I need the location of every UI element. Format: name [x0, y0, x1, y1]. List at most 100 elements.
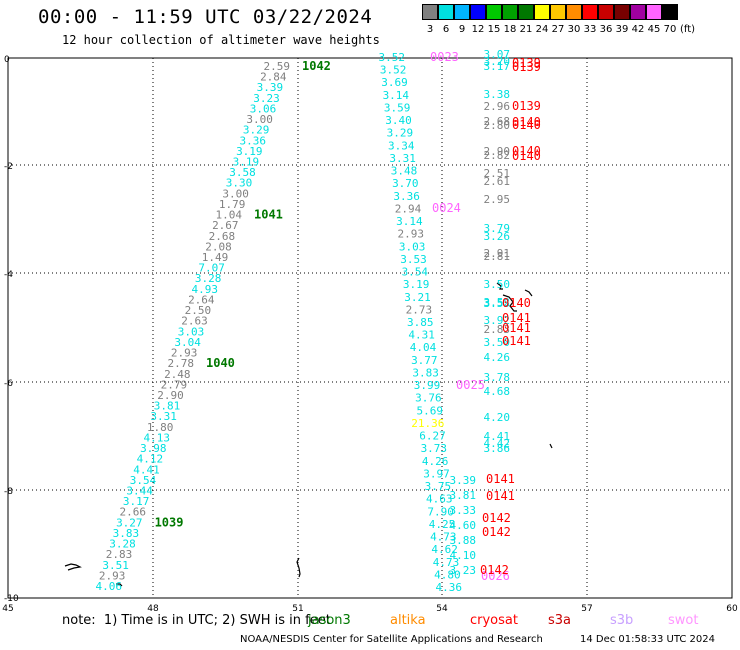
wave-height-label: 7.07 — [198, 262, 225, 275]
wave-height-label: 4.26 — [484, 351, 511, 364]
wave-height-label: 3.00 — [246, 113, 273, 126]
wave-height-label: 3.00 — [222, 187, 249, 200]
wave-height-label: 3.40 — [385, 114, 412, 127]
wave-height-label: 3.19 — [403, 278, 430, 291]
wave-height-label: 3.27 — [116, 516, 143, 529]
wave-height-label: 2.68 — [484, 115, 511, 128]
colorbar-swatch — [518, 4, 534, 20]
wave-height-label: 4.93 — [192, 283, 219, 296]
pass-time-label: 0141 — [502, 334, 531, 348]
pass-time-label: 0141 — [502, 321, 531, 335]
wave-height-label: 2.80 — [484, 119, 511, 132]
colorbar-swatch — [582, 4, 598, 20]
lat-tick-label: -6 — [4, 379, 13, 389]
pass-time-label: 0139 — [512, 99, 541, 113]
colorbar-tick-label: 27 — [551, 24, 565, 35]
wave-height-label: 2.59 — [264, 60, 291, 73]
wave-height-label: 3.34 — [388, 139, 415, 152]
colorbar-tick-label: 24 — [535, 24, 549, 35]
pass-time-label: 0025 — [456, 378, 485, 392]
legend-item-altika: altika — [390, 613, 426, 628]
wave-height-label: 3.50 — [484, 336, 511, 349]
colorbar-tick-label: 70 — [663, 24, 677, 35]
footer-timestamp: 14 Dec 01:58:33 UTC 2024 — [580, 634, 715, 645]
wave-height-label: 2.08 — [205, 240, 232, 253]
colorbar-tick-label: 33 — [583, 24, 597, 35]
lat-tick-label: -4 — [4, 270, 13, 280]
wave-height-label: 4.06 — [96, 580, 123, 593]
legend-item-jason3: jason3 — [308, 613, 351, 628]
colorbar-tick-label: 21 — [519, 24, 533, 35]
page-subtitle: 12 hour collection of altimeter wave hei… — [62, 33, 380, 47]
wave-height-label: 2.67 — [212, 219, 239, 232]
wave-height-label: 3.54 — [402, 266, 429, 279]
lon-tick-label: 60 — [726, 604, 738, 614]
pass-time-label: 0026 — [481, 569, 510, 583]
wave-height-label: 2.73 — [406, 303, 433, 316]
colorbar-tick-label: 9 — [458, 24, 466, 35]
wave-height-label: 3.21 — [404, 291, 431, 304]
colorbar-tick-label: 39 — [615, 24, 629, 35]
wave-height-label: 3.81 — [450, 489, 477, 502]
wave-height-label: 3.19 — [233, 156, 260, 169]
wave-height-label: 2.50 — [185, 304, 212, 317]
wave-height-label: 2.66 — [120, 506, 147, 519]
wave-height-label: 3.75 — [425, 480, 452, 493]
lon-tick-label: 51 — [292, 604, 303, 614]
wave-height-label: 4.25 — [429, 518, 456, 531]
wave-height-label: 4.42 — [484, 437, 511, 450]
pass-time-label: 0141 — [486, 489, 515, 503]
pass-time-label: 0140 — [512, 115, 541, 129]
wave-height-label: 3.99 — [414, 379, 441, 392]
colorbar-swatch — [502, 4, 518, 20]
wave-height-label: 3.28 — [109, 538, 136, 551]
wave-height-label: 3.48 — [391, 165, 418, 178]
pass-time-label: 0024 — [432, 201, 461, 215]
wave-height-label: 2.93 — [99, 569, 126, 582]
colorbar-tick-label: 36 — [599, 24, 613, 35]
wave-height-label: 2.51 — [484, 167, 511, 180]
colorbar-tick-label: 45 — [647, 24, 661, 35]
wave-height-label: 4.73 — [430, 531, 457, 544]
wave-height-label: 3.51 — [102, 559, 129, 572]
pass-time-label: 0140 — [512, 149, 541, 163]
pass-time-label: 0023 — [430, 50, 459, 64]
wave-height-label: 4.60 — [450, 519, 477, 532]
wave-height-label: 4.73 — [433, 556, 460, 569]
wave-height-label: 4.31 — [408, 329, 435, 342]
pass-time-label: 0140 — [502, 296, 531, 310]
colorbar-tick-label: 42 — [631, 24, 645, 35]
pass-time-label: 1039 — [155, 515, 184, 529]
wave-height-label: 3.98 — [140, 442, 167, 455]
wave-height-label: 2.64 — [188, 293, 215, 306]
island-outline — [296, 557, 301, 578]
pass-time-label: 0142 — [480, 563, 509, 577]
map-grid — [7, 57, 733, 599]
wave-height-label: 3.03 — [178, 325, 205, 338]
pass-time-label: 0142 — [482, 525, 511, 539]
wave-height-label: 2.82 — [484, 149, 511, 162]
wave-height-label: 3.76 — [415, 392, 442, 405]
wave-height-label: 2.95 — [484, 193, 511, 206]
wave-height-label: 1.80 — [147, 421, 174, 434]
wave-height-label: 3.53 — [400, 253, 427, 266]
wave-height-label: 3.17 — [123, 495, 150, 508]
time-unit-note: note: 1) Time is in UTC; 2) SWH is in fe… — [62, 613, 331, 628]
legend-item-cryosat: cryosat — [470, 613, 518, 628]
wave-height-label: 3.85 — [407, 316, 434, 329]
wave-height-label: 3.79 — [484, 222, 511, 235]
colorbar-swatch — [630, 4, 646, 20]
legend-item-s3b: s3b — [610, 613, 634, 628]
lon-tick-label: 45 — [2, 604, 13, 614]
wave-height-label: 3.31 — [389, 152, 416, 165]
wave-height-label: 3.97 — [423, 467, 450, 480]
wave-height-label: 2.79 — [161, 378, 188, 391]
wave-height-label: 7.90 — [427, 505, 454, 518]
wave-height-label: 3.52 — [380, 64, 407, 77]
wave-height-label: 2.63 — [181, 315, 208, 328]
colorbar-swatch — [614, 4, 630, 20]
wave-height-label: 2.68 — [209, 230, 236, 243]
wave-height-label: 4.36 — [436, 581, 463, 594]
wave-height-label: 3.23 — [450, 564, 477, 577]
wave-height-label: 3.14 — [383, 89, 410, 102]
